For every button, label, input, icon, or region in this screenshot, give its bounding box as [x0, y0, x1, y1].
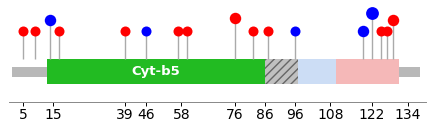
Point	[369, 12, 375, 14]
Text: Cyt-b5: Cyt-b5	[132, 65, 181, 78]
Bar	[265, 59, 298, 84]
Point	[20, 29, 27, 32]
Bar	[47, 59, 265, 84]
Point	[384, 29, 390, 32]
Bar	[12, 67, 420, 77]
Point	[32, 29, 39, 32]
Point	[121, 29, 128, 32]
Point	[359, 29, 366, 32]
Point	[175, 29, 182, 32]
Point	[291, 29, 298, 32]
Point	[232, 17, 239, 19]
Bar	[298, 59, 336, 84]
Point	[184, 29, 191, 32]
Bar	[336, 59, 399, 84]
Point	[249, 29, 256, 32]
Point	[47, 18, 54, 21]
Bar	[265, 59, 298, 84]
Point	[264, 29, 271, 32]
Point	[56, 29, 63, 32]
Point	[378, 29, 384, 32]
Point	[390, 18, 396, 21]
Point	[142, 29, 149, 32]
